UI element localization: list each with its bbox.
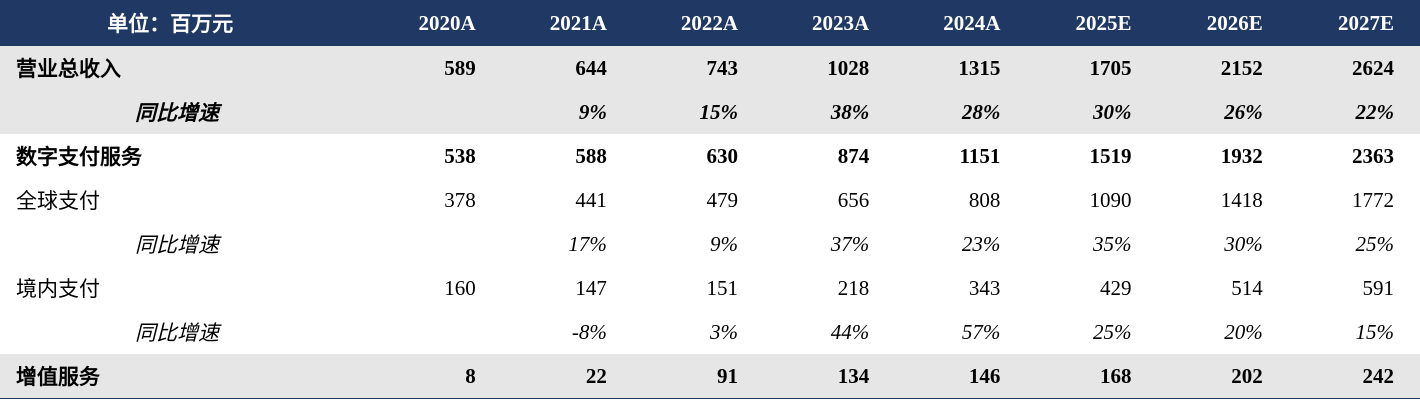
cell-value: 378 [444, 187, 476, 212]
cell-value: 3% [710, 319, 739, 344]
cell-value [370, 90, 502, 134]
cell-value: 1418 [1220, 187, 1263, 212]
row-label: 营业总收入 [0, 46, 371, 90]
cell-value: 25% [1093, 319, 1132, 344]
cell-value: 2363 [1352, 143, 1394, 168]
table-header-row: 单位：百万元 2020A 2021A 2022A 2023A 2024A 202… [0, 0, 1420, 46]
cell-value [371, 222, 502, 266]
table-row-total-revenue: 营业总收入 589 644 743 1028 1315 1705 2152 26… [0, 46, 1420, 90]
cell-value: -8% [571, 319, 607, 344]
year-header: 2026E [1157, 0, 1289, 46]
cell-value: 15% [632, 90, 765, 134]
year-header: 2022A [632, 0, 765, 46]
cell-value: 1151 [959, 143, 1001, 168]
cell-value: 160 [444, 275, 476, 300]
year-header: 2023A [764, 0, 896, 46]
cell-value: 57% [961, 319, 1001, 344]
cell-value: 22 [501, 354, 633, 399]
cell-value: 15% [1355, 319, 1395, 344]
row-label: 全球支付 [16, 189, 100, 213]
cell-value: 1705 [1026, 46, 1158, 90]
row-label: 同比增速 [135, 321, 219, 345]
table-row-global-payment-growth: 同比增速 17% 9% 37% 23% 35% 30% 25% [0, 222, 1420, 266]
cell-value: 630 [706, 143, 739, 168]
cell-value: 25% [1355, 231, 1395, 256]
table-row-domestic-payment-growth: 同比增速 -8% 3% 44% 57% 25% 20% 15% [0, 310, 1420, 354]
cell-value: 589 [370, 46, 502, 90]
cell-value: 26% [1157, 90, 1289, 134]
cell-value: 479 [706, 187, 739, 212]
unit-label: 单位：百万元 [0, 0, 371, 46]
table-row-digital-payment: 数字支付服务 538 588 630 874 1151 1519 1932 23… [0, 134, 1420, 178]
cell-value: 38% [764, 90, 896, 134]
cell-value: 1772 [1352, 187, 1394, 212]
cell-value: 656 [837, 187, 870, 212]
year-header: 2024A [895, 0, 1027, 46]
year-header: 2025E [1026, 0, 1158, 46]
cell-value: 147 [575, 275, 607, 300]
cell-value: 2624 [1288, 46, 1420, 90]
cell-value: 17% [568, 231, 607, 256]
cell-value: 35% [1093, 231, 1132, 256]
cell-value: 30% [1026, 90, 1158, 134]
cell-value: 808 [968, 187, 1001, 212]
cell-value: 743 [632, 46, 765, 90]
cell-value: 218 [837, 275, 870, 300]
cell-value: 151 [706, 275, 739, 300]
year-header: 2027E [1288, 0, 1420, 46]
cell-value: 202 [1157, 354, 1289, 399]
cell-value: 441 [575, 187, 607, 212]
table-row-domestic-payment: 境内支付 160 147 151 218 343 429 514 591 [0, 266, 1420, 310]
table-row-global-payment: 全球支付 378 441 479 656 808 1090 1418 1772 [0, 178, 1420, 222]
cell-value: 874 [837, 143, 870, 168]
cell-value: 242 [1288, 354, 1420, 399]
cell-value: 429 [1100, 275, 1132, 300]
cell-value: 30% [1224, 231, 1263, 256]
cell-value: 514 [1231, 275, 1263, 300]
cell-value: 168 [1026, 354, 1158, 399]
year-header: 2020A [370, 0, 502, 46]
row-label: 数字支付服务 [16, 144, 142, 169]
row-label: 同比增速 [0, 90, 371, 134]
row-label: 增值服务 [0, 354, 371, 399]
table-row-value-added: 增值服务 8 22 91 134 146 168 202 242 [0, 354, 1420, 399]
row-label: 境内支付 [16, 277, 100, 301]
cell-value: 1519 [1089, 143, 1132, 168]
cell-value: 2152 [1157, 46, 1289, 90]
row-label: 同比增速 [135, 233, 219, 257]
cell-value: 23% [961, 231, 1001, 256]
cell-value [371, 310, 502, 354]
cell-value: 343 [968, 275, 1001, 300]
cell-value: 91 [632, 354, 765, 399]
cell-value: 1315 [895, 46, 1027, 90]
cell-value: 588 [575, 143, 607, 168]
cell-value: 37% [830, 231, 870, 256]
cell-value: 20% [1224, 319, 1263, 344]
cell-value: 146 [895, 354, 1027, 399]
cell-value: 44% [830, 319, 870, 344]
cell-value: 8 [370, 354, 502, 399]
cell-value: 538 [444, 143, 476, 168]
cell-value: 1090 [1089, 187, 1132, 212]
cell-value: 9% [710, 231, 739, 256]
cell-value: 22% [1288, 90, 1420, 134]
cell-value: 1932 [1220, 143, 1263, 168]
cell-value: 1028 [764, 46, 896, 90]
cell-value: 28% [895, 90, 1027, 134]
year-header: 2021A [501, 0, 633, 46]
cell-value: 644 [501, 46, 633, 90]
table-row-total-revenue-growth: 同比增速 9% 15% 38% 28% 30% 26% 22% [0, 90, 1420, 134]
cell-value: 9% [501, 90, 633, 134]
cell-value: 591 [1362, 275, 1395, 300]
cell-value: 134 [764, 354, 896, 399]
